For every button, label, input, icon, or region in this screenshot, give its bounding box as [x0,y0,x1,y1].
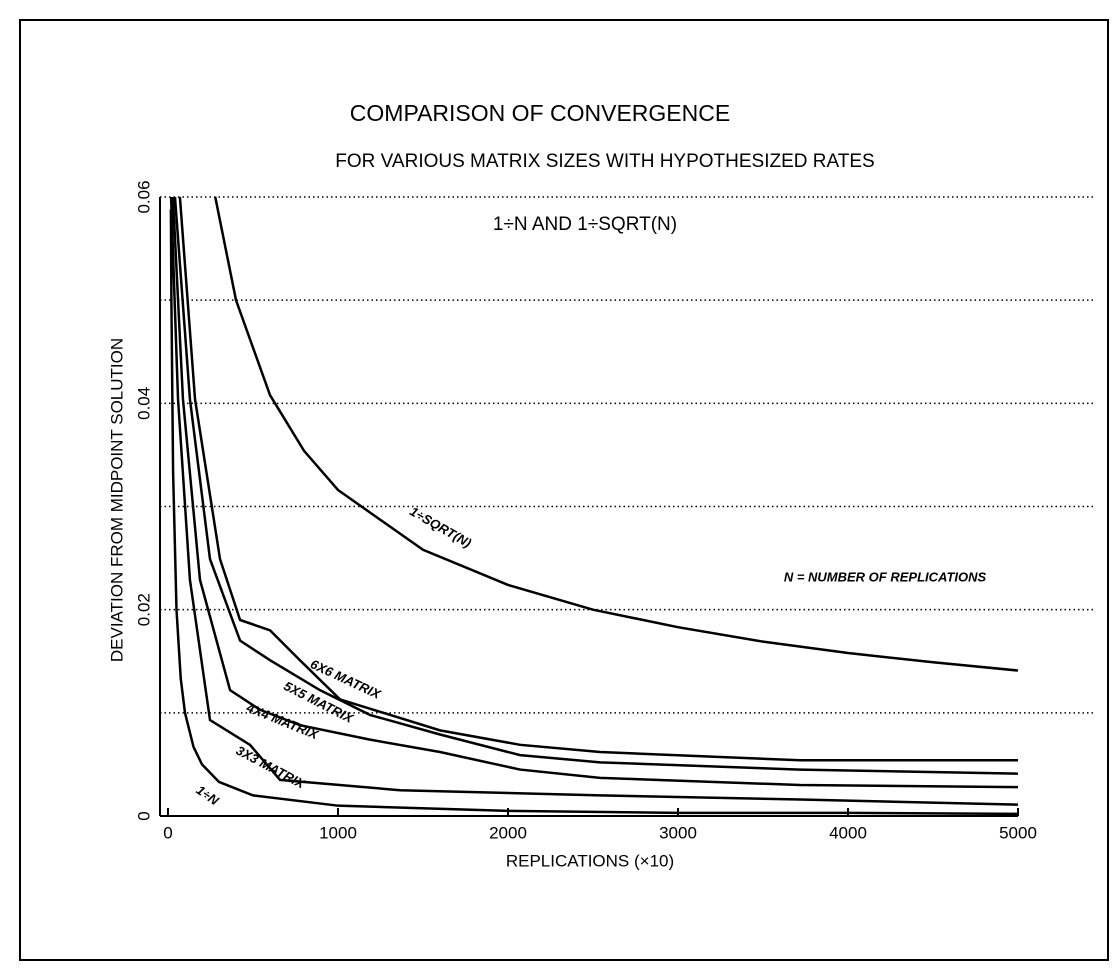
x-tick-label: 0 [163,823,172,842]
x-tick-label: 1000 [319,823,357,842]
line [171,196,1019,789]
y-tick-label: 0.04 [134,387,153,420]
series-label: 3X3 MATRIX [234,743,309,792]
y-tick-label: 0.06 [134,180,153,213]
x-tick-label: 4000 [829,823,867,842]
note: N = NUMBER OF REPLICATIONS [784,569,987,584]
annotation: 1÷N AND 1÷SQRT(N) [493,214,677,235]
y-tick-label: 0.02 [134,593,153,626]
chart-title: COMPARISON OF CONVERGENCE [350,100,730,126]
chart-subtitle: FOR VARIOUS MATRIX SIZES WITH HYPOTHESIZ… [335,151,874,172]
frame [19,19,1109,961]
x-tick-label: 2000 [489,823,527,842]
y-tick-label: 0 [134,811,153,820]
x-tick-label: 3000 [659,823,697,842]
line [178,196,1018,762]
y-axis-label: DEVIATION FROM MIDPOINT SOLUTION [107,338,126,662]
series-label: 1÷N [194,782,223,808]
x-tick-label: 5000 [999,823,1037,842]
line [169,196,1019,806]
line [169,209,1019,816]
series-label: 1÷SQRT(N) [407,504,474,551]
line [173,196,1019,775]
line [214,196,1019,672]
x-axis-label: REPLICATIONS (×10) [506,851,674,870]
